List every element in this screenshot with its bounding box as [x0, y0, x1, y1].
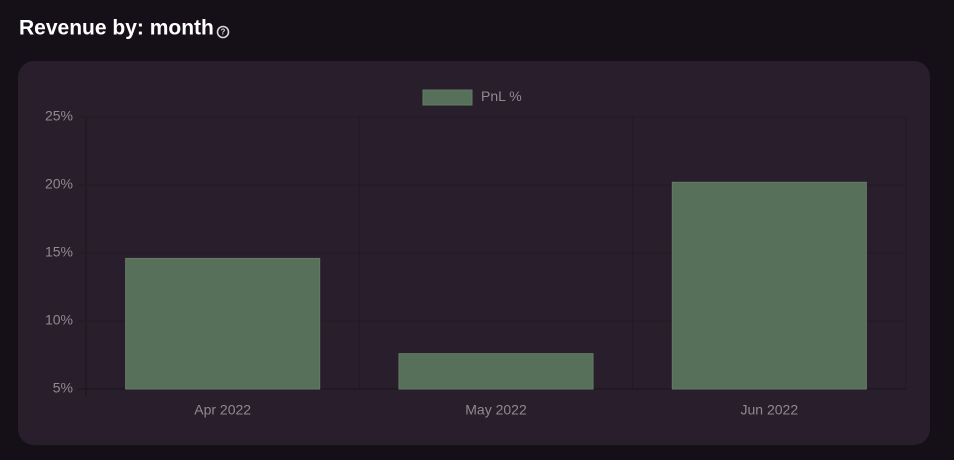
bar	[671, 181, 867, 390]
legend-label: PnL %	[481, 88, 522, 104]
y-tick-label: 5%	[53, 380, 73, 396]
y-tick-label: 15%	[45, 244, 73, 260]
y-tick-label: 20%	[45, 176, 73, 192]
x-tick-label: Jun 2022	[741, 402, 799, 418]
legend-swatch	[422, 89, 473, 106]
y-tick-label: 25%	[45, 108, 73, 124]
svg-text:?: ?	[221, 28, 226, 37]
chart-title: Revenue by: month	[19, 17, 214, 40]
x-tick-label: May 2022	[465, 402, 527, 418]
x-tick-label: Apr 2022	[194, 402, 251, 418]
bar	[125, 257, 321, 390]
bar	[398, 353, 594, 390]
help-icon[interactable]: ?	[216, 25, 230, 39]
y-tick-label: 10%	[45, 312, 73, 328]
